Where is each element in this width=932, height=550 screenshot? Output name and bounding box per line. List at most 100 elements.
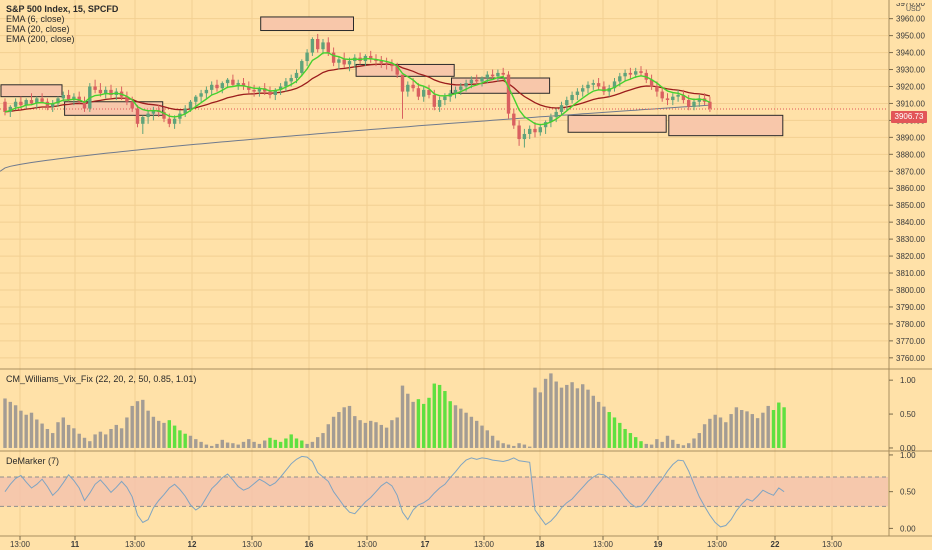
candle-body [660,91,664,99]
candle-body [305,52,309,62]
ema20-line [4,63,711,113]
vix-bar [257,443,262,448]
candle-body [575,91,580,95]
candle-body [464,83,468,87]
vix-tick-label: 0.00 [900,444,916,453]
candle-body [437,100,442,107]
price-tick-label: 3810.00 [896,269,925,278]
time-tick-label: 13:00 [593,540,614,549]
vix-bar [231,443,235,448]
candle-body [24,100,28,106]
vix-bar [247,439,251,448]
candle-body [596,83,601,87]
candle-body [374,59,378,62]
demarker-tick-label: 1.00 [900,451,916,460]
legend-ema200[interactable]: EMA (200, close) [6,34,75,44]
candle-body [146,113,150,118]
vix-bar [570,382,574,448]
candle-body [496,72,500,77]
candle-body [400,74,405,92]
candle-body [411,84,415,89]
vix-bar [321,433,325,448]
vix-bar [82,437,87,448]
vix-bar [162,422,166,448]
vix-bar [61,417,65,448]
vix-bar [602,406,606,448]
main-legend: S&P 500 Index, 15, SPCFD EMA (6, close) … [6,4,118,44]
candle-body [602,86,606,92]
candle-body [369,55,373,60]
candle-body [40,98,44,102]
vix-bar [347,405,352,448]
vix-bar [289,434,293,448]
candle-body [708,101,712,109]
vix-bar [649,444,654,448]
candle-body [331,52,336,63]
candle-body [215,84,219,89]
candle-body [623,72,627,77]
candle-body [655,86,659,92]
candle-body [443,96,447,101]
vix-bar [443,391,447,448]
vix-bar [581,384,585,448]
vix-bar [480,425,484,448]
candle-body [570,94,574,101]
price-tick-label: 3920.00 [896,82,925,91]
vix-bar [777,402,781,448]
vix-bar [19,410,23,448]
vix-bar [676,443,680,448]
vix-bar [618,422,622,448]
candle-body [316,39,320,50]
vix-bar [713,414,717,448]
vix-pane-title[interactable]: CM_Williams_Vix_Fix (22, 20, 2, 50, 0.85… [6,374,197,384]
candle-body [681,94,686,101]
vix-bar [56,422,60,448]
candle-body [427,89,431,95]
candle-body [469,79,474,84]
candle-body [538,127,542,133]
candle-body [517,125,521,140]
legend-ema20[interactable]: EMA (20, close) [6,24,70,34]
vix-bar [453,405,458,448]
candle-body [390,64,394,67]
price-tick-label: 3770.00 [896,337,925,346]
demarker-pane-title[interactable]: DeMarker (7) [6,456,60,466]
vix-bar [469,416,474,448]
candle-body [98,89,103,94]
legend-ema6[interactable]: EMA (6, close) [6,14,65,24]
vix-bar [358,420,362,448]
price-tick-label: 3840.00 [896,218,925,227]
vix-bar [66,424,71,448]
vix-bar [766,405,770,448]
vix-bar [273,439,277,448]
demarker-band [0,476,888,507]
time-tick-label: 13:00 [357,540,378,549]
vix-bar [750,414,754,448]
vix-bar [554,381,558,448]
vix-bar [88,441,92,448]
candle-body [671,96,675,101]
vix-bar [692,438,696,448]
vix-bar [390,420,394,448]
vix-bar [305,443,309,448]
candle-body [687,100,691,107]
vix-bar [8,401,12,448]
vix-bar [697,433,701,448]
vix-bar [220,439,224,448]
vix-bar [316,437,320,448]
candle-body [406,84,410,92]
vix-bar [384,427,389,448]
vix-bar [194,439,198,448]
zone-box [451,77,551,94]
vix-bar [496,440,500,448]
candle-body [66,94,71,101]
candle-body [35,98,39,104]
grid-lines [0,0,888,535]
candle-body [278,86,283,90]
time-tick-label: 13:00 [822,540,843,549]
vix-bar [501,443,505,448]
candle-body [61,94,65,99]
candle-body [612,81,617,89]
